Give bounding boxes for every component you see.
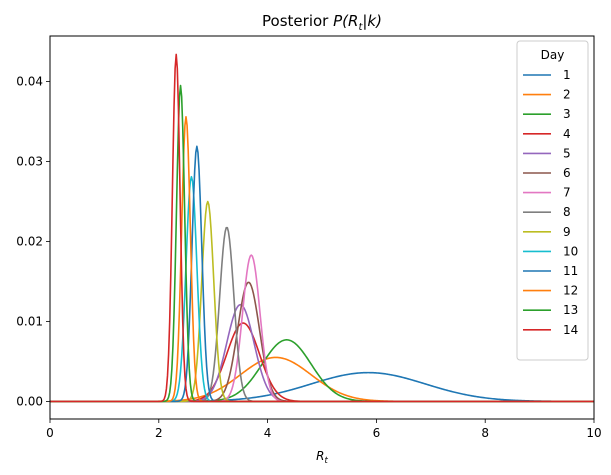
series-line-day-8	[50, 226, 594, 403]
y-tick-label: 0.00	[16, 394, 43, 408]
legend-label-day-2: 2	[563, 88, 571, 102]
series-line-day-14	[50, 53, 594, 403]
x-axis: 0 2 4 6 8 10	[46, 419, 602, 440]
x-tick-label: 8	[481, 426, 489, 440]
series-line-day-10	[50, 175, 594, 403]
series-line-day-9	[50, 200, 594, 403]
y-tick-label: 0.03	[16, 155, 43, 169]
legend-label-day-13: 13	[563, 303, 578, 317]
x-axis-label: Rt	[316, 449, 328, 466]
legend-label-day-6: 6	[563, 166, 571, 180]
series-line-day-11	[50, 145, 594, 403]
chart-title: Posterior P(Rt|k)	[262, 12, 382, 33]
x-tick-label: 0	[46, 426, 54, 440]
x-tick-label: 2	[155, 426, 163, 440]
y-tick-label: 0.02	[16, 234, 43, 248]
legend-label-day-1: 1	[563, 68, 571, 82]
legend-title: Day	[541, 48, 565, 62]
legend-label-day-10: 10	[563, 244, 578, 258]
legend-label-day-9: 9	[563, 225, 571, 239]
series-line-day-5	[50, 303, 594, 403]
series-line-day-12	[50, 115, 594, 403]
series-line-day-4	[50, 322, 594, 403]
y-axis: 0.00 0.01 0.02 0.03 0.04	[16, 75, 50, 408]
legend-box	[516, 40, 589, 361]
x-tick-label: 6	[373, 426, 381, 440]
series-line-day-3	[50, 339, 594, 403]
y-tick-label: 0.01	[16, 314, 43, 328]
x-tick-label: 4	[264, 426, 272, 440]
series-line-day-1	[50, 371, 594, 403]
legend-label-day-5: 5	[563, 146, 571, 160]
plot-frame	[49, 35, 595, 420]
legend-label-day-4: 4	[563, 127, 571, 141]
y-tick-label: 0.04	[16, 75, 43, 89]
legend-label-day-3: 3	[563, 107, 571, 121]
series-lines	[50, 53, 594, 403]
legend-label-day-8: 8	[563, 205, 571, 219]
legend-label-day-12: 12	[563, 284, 578, 298]
legend-label-day-14: 14	[563, 323, 578, 337]
legend-label-day-11: 11	[563, 264, 578, 278]
series-line-day-13	[50, 84, 594, 403]
x-tick-label: 10	[586, 426, 601, 440]
legend-label-day-7: 7	[563, 186, 571, 200]
